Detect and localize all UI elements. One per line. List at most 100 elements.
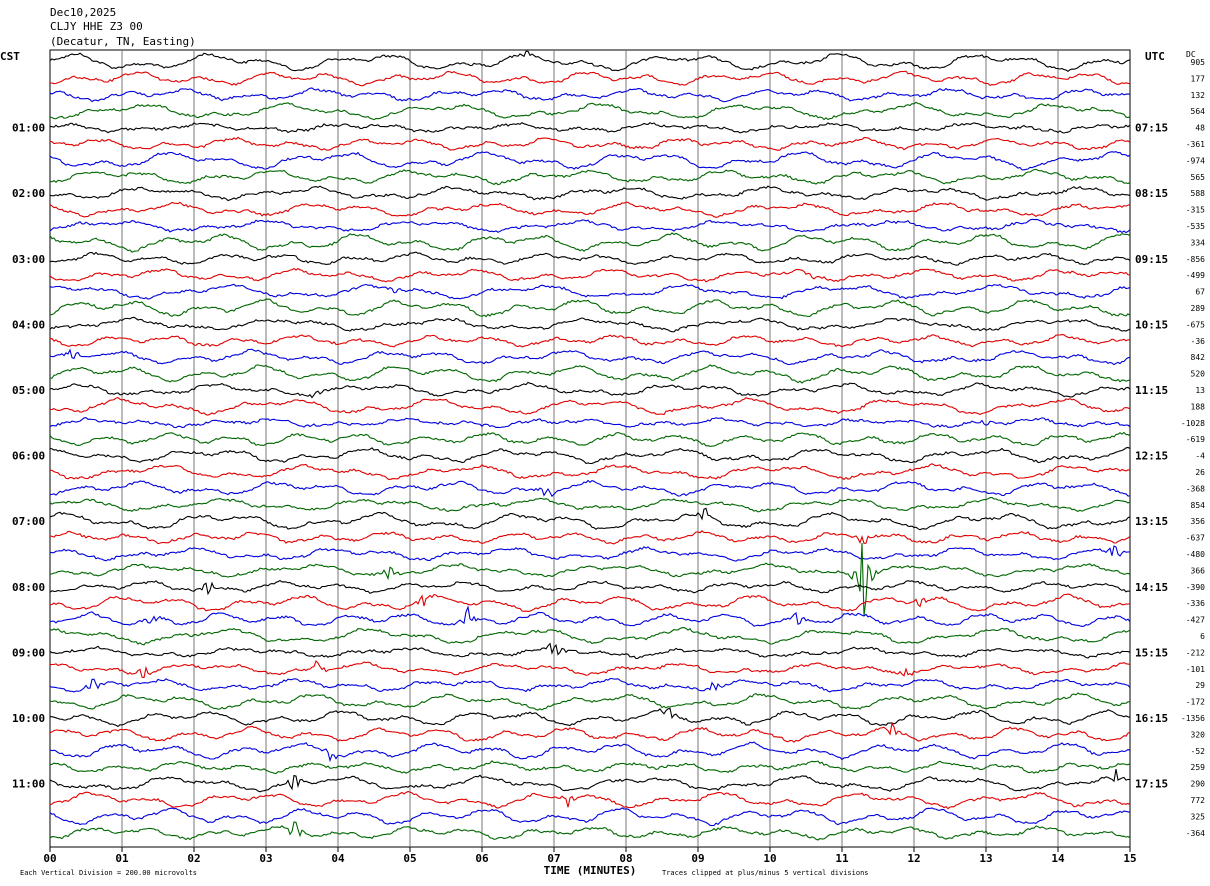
minute-tick-label: 07 [547,852,560,865]
cst-hour-label: 11:00 [12,778,45,791]
dc-offset-value: -1356 [1181,714,1205,723]
dc-offset-value: -336 [1186,599,1205,608]
dc-offset-value: 772 [1191,796,1206,805]
cst-hour-label: 01:00 [12,122,45,135]
dc-offset-value: -101 [1186,665,1205,674]
dc-offset-value: 67 [1195,288,1205,297]
seismic-trace [49,579,1131,596]
dc-offset-value: -535 [1186,222,1205,231]
seismic-trace [49,642,1131,660]
dc-offset-value: 29 [1195,681,1205,690]
location-label: (Decatur, TN, Easting) [50,35,196,48]
dc-offset-value: 334 [1191,238,1206,247]
date-label: Dec10,2025 [50,6,116,19]
dc-offset-value: -36 [1191,337,1206,346]
dc-offset-value: 290 [1191,780,1206,789]
dc-offset-value: -427 [1186,616,1205,625]
seismic-trace [49,530,1131,545]
seismic-trace [49,692,1130,711]
dc-offset-value: 132 [1191,91,1206,100]
dc-offset-value: 177 [1191,74,1206,83]
minute-tick-label: 03 [259,852,272,865]
cst-hour-label: 06:00 [12,450,45,463]
dc-offset-value: -856 [1186,255,1205,264]
utc-hour-label: 07:15 [1135,122,1168,135]
utc-hour-label: 11:15 [1135,384,1168,397]
dc-offset-value: -390 [1186,583,1205,592]
seismic-trace [49,50,1131,72]
station-label: CLJY HHE Z3 00 [50,20,143,33]
seismic-trace [49,542,1131,616]
dc-offset-value: -4 [1195,452,1205,461]
minute-tick-label: 14 [1051,852,1065,865]
seismic-trace [49,364,1131,384]
dc-offset-value: 356 [1191,517,1206,526]
dc-offset-value: -1028 [1181,419,1205,428]
seismic-trace [49,316,1131,333]
seismic-trace [49,463,1131,481]
dc-offset-value: 520 [1191,370,1206,379]
minute-tick-label: 10 [763,852,776,865]
minute-tick-label: 01 [115,852,129,865]
minute-tick-label: 05 [403,852,416,865]
dc-offset-value: -637 [1186,534,1205,543]
vertical-division-note: Each Vertical Division = 200.00 microvol… [20,869,197,877]
cst-hour-label: 05:00 [12,384,45,397]
utc-hour-label: 08:15 [1135,187,1168,200]
dc-offset-value: 366 [1191,566,1206,575]
seismic-trace [49,431,1131,447]
dc-offset-value: 588 [1191,189,1206,198]
seismic-trace [49,101,1131,121]
minute-tick-label: 11 [835,852,849,865]
seismic-trace [49,593,1131,612]
seismic-trace [49,496,1131,513]
seismic-trace [49,348,1131,366]
seismic-trace [49,790,1131,810]
utc-time-axis: 07:15 08:15 09:15 10:15 11:15 12:15 13:15 14:15… [1135,122,1168,791]
seismic-trace [49,659,1131,679]
dc-offset-value: 565 [1191,173,1206,182]
cst-hour-label: 02:00 [12,187,45,200]
utc-hour-label: 13:15 [1135,515,1168,528]
utc-hour-label: 15:15 [1135,646,1168,659]
dc-offset-value: 259 [1191,763,1206,772]
seismic-trace [49,334,1131,348]
seismic-trace [49,381,1131,399]
seismic-trace [49,151,1131,171]
minute-tick-label: 06 [475,852,489,865]
minute-tick-label: 13 [979,852,992,865]
seismic-trace [49,605,1131,627]
dc-offset-value: -368 [1186,484,1205,493]
seismic-trace [49,122,1131,134]
utc-hour-label: 16:15 [1135,712,1168,725]
seismic-trace [49,298,1131,318]
minute-tick-label: 15 [1123,852,1136,865]
dc-offset-value: 13 [1195,386,1205,395]
seismic-trace [49,677,1131,693]
seismic-trace [49,232,1131,253]
cst-hour-label: 10:00 [12,712,45,725]
minute-tick-label: 04 [331,852,345,865]
seismic-trace [49,769,1131,793]
seismic-trace [49,267,1131,283]
seismic-trace [49,251,1131,266]
minute-tick-label: 02 [187,852,200,865]
dc-offset-value: -619 [1186,435,1205,444]
cst-hour-label: 07:00 [12,515,45,528]
cst-hour-label: 08:00 [12,581,45,594]
dc-offset-value: -480 [1186,550,1205,559]
seismic-trace [49,741,1131,763]
minute-tick-label: 00 [43,852,56,865]
utc-hour-label: 12:15 [1135,450,1168,463]
seismic-trace [49,627,1131,646]
dc-offset-value: 188 [1191,402,1206,411]
dc-offset-value: -212 [1186,648,1205,657]
seismic-trace [49,218,1131,234]
dc-offset-value: -361 [1186,140,1205,149]
utc-label: UTC [1145,50,1165,63]
seismic-trace [49,760,1131,775]
dc-offset-value: 26 [1195,468,1205,477]
utc-hour-label: 14:15 [1135,581,1168,594]
seismic-trace [49,545,1131,562]
dc-offset-column: 905 177 132 564 48 -361 -974 565 588 -315 -535 334 -… [1181,58,1205,838]
